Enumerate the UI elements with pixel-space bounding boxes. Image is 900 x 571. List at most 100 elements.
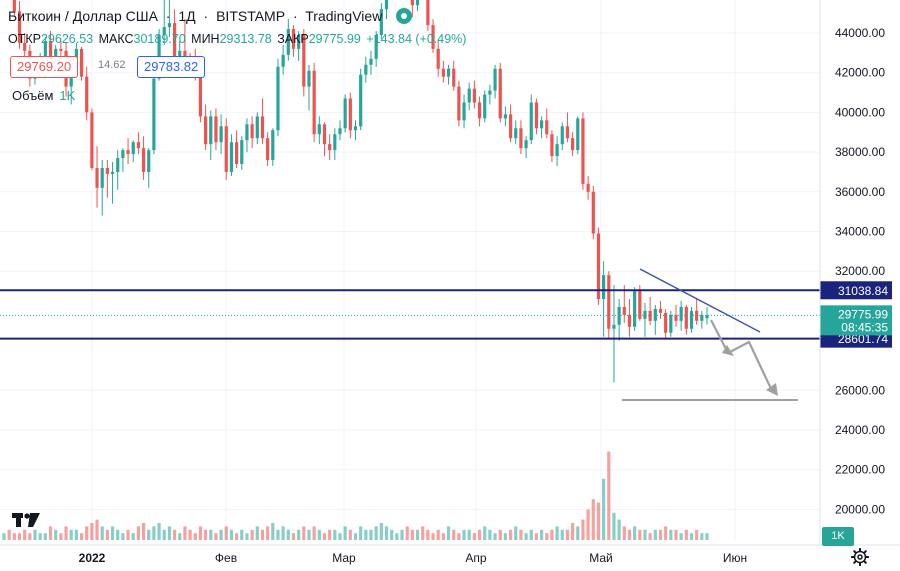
- symbol-header[interactable]: Биткоин / Доллар США · 1Д · BITSTAMP · T…: [8, 8, 416, 24]
- candle[interactable]: [622, 306, 626, 315]
- candle[interactable]: [539, 120, 544, 129]
- candle[interactable]: [586, 183, 590, 192]
- projection-arrow[interactable]: [710, 319, 774, 394]
- candle[interactable]: [384, 0, 389, 10]
- candle[interactable]: [23, 42, 27, 51]
- candle[interactable]: [674, 314, 678, 321]
- symbol-name[interactable]: Биткоин / Доллар США: [8, 8, 158, 24]
- candle[interactable]: [214, 116, 218, 143]
- candle[interactable]: [503, 114, 508, 119]
- candle[interactable]: [152, 78, 156, 151]
- candle[interactable]: [203, 116, 208, 145]
- candle[interactable]: [328, 144, 332, 151]
- candle[interactable]: [684, 306, 688, 329]
- sell-price-button[interactable]: 29769.20: [10, 56, 79, 78]
- candle[interactable]: [136, 142, 140, 149]
- candle[interactable]: [167, 23, 172, 28]
- candle[interactable]: [12, 0, 16, 12]
- candle[interactable]: [555, 144, 559, 157]
- candle[interactable]: [695, 310, 699, 321]
- candle[interactable]: [245, 124, 249, 141]
- candle[interactable]: [240, 140, 244, 165]
- candle[interactable]: [317, 124, 321, 135]
- trendline[interactable]: [639, 268, 761, 333]
- candle[interactable]: [627, 314, 632, 327]
- candle[interactable]: [617, 306, 621, 325]
- candle[interactable]: [374, 34, 378, 59]
- candle[interactable]: [312, 70, 316, 135]
- candle[interactable]: [183, 50, 187, 57]
- volume-legend[interactable]: Объём 1K: [12, 88, 75, 103]
- tradingview-logo-icon[interactable]: [12, 510, 40, 530]
- candle[interactable]: [679, 306, 683, 321]
- candle[interactable]: [353, 126, 358, 131]
- candle[interactable]: [281, 54, 285, 67]
- candle[interactable]: [250, 124, 254, 139]
- candle[interactable]: [514, 128, 518, 139]
- candle[interactable]: [224, 126, 228, 172]
- candle[interactable]: [700, 314, 704, 321]
- candle[interactable]: [162, 27, 166, 35]
- candle[interactable]: [483, 94, 487, 119]
- candle[interactable]: [529, 102, 533, 141]
- candle[interactable]: [477, 102, 482, 119]
- candle[interactable]: [271, 130, 275, 161]
- candle[interactable]: [441, 68, 445, 77]
- volume-scale-badge[interactable]: 1K: [822, 527, 854, 546]
- candle[interactable]: [322, 124, 327, 145]
- candle[interactable]: [100, 167, 104, 188]
- candle[interactable]: [550, 134, 554, 157]
- candle[interactable]: [260, 116, 265, 139]
- candle[interactable]: [498, 68, 502, 119]
- gear-icon[interactable]: [851, 548, 869, 566]
- candle[interactable]: [116, 158, 120, 172]
- candle[interactable]: [467, 88, 471, 103]
- candle[interactable]: [43, 40, 47, 59]
- candle[interactable]: [602, 275, 606, 299]
- candle[interactable]: [689, 310, 694, 329]
- candle[interactable]: [126, 150, 130, 155]
- candle[interactable]: [147, 150, 151, 172]
- candle[interactable]: [519, 128, 523, 149]
- candle[interactable]: [379, 9, 383, 35]
- candle[interactable]: [90, 112, 94, 168]
- candle[interactable]: [369, 58, 373, 65]
- candle[interactable]: [276, 66, 280, 131]
- candle[interactable]: [462, 102, 466, 121]
- candle[interactable]: [302, 34, 306, 87]
- candle[interactable]: [633, 291, 637, 327]
- candle[interactable]: [359, 74, 363, 127]
- candle[interactable]: [653, 308, 657, 321]
- candle[interactable]: [648, 310, 652, 321]
- candle[interactable]: [141, 148, 146, 172]
- candle[interactable]: [79, 48, 84, 77]
- candle[interactable]: [596, 233, 601, 299]
- candle[interactable]: [658, 308, 663, 313]
- candle[interactable]: [333, 134, 337, 151]
- candle[interactable]: [508, 114, 513, 139]
- candle[interactable]: [612, 324, 616, 329]
- candle[interactable]: [524, 140, 528, 149]
- candle[interactable]: [436, 48, 440, 69]
- candle[interactable]: [343, 98, 347, 129]
- interval-label[interactable]: 1Д: [178, 8, 196, 24]
- candle[interactable]: [638, 291, 642, 319]
- candle[interactable]: [669, 314, 673, 333]
- candle[interactable]: [426, 0, 430, 26]
- candle[interactable]: [229, 142, 234, 172]
- candle[interactable]: [493, 68, 497, 91]
- candle[interactable]: [664, 312, 668, 333]
- candle[interactable]: [219, 126, 223, 143]
- market-status-icon[interactable]: [396, 8, 413, 24]
- candle[interactable]: [297, 34, 301, 49]
- candle[interactable]: [472, 88, 476, 103]
- candle[interactable]: [209, 116, 213, 145]
- candle[interactable]: [172, 23, 177, 65]
- candle[interactable]: [59, 48, 63, 51]
- candle[interactable]: [565, 126, 570, 139]
- candle[interactable]: [105, 167, 109, 174]
- candle[interactable]: [198, 74, 203, 117]
- candle[interactable]: [54, 48, 58, 61]
- candle[interactable]: [235, 142, 239, 165]
